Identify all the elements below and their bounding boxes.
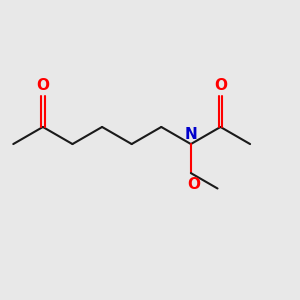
- Text: O: O: [214, 78, 227, 93]
- Text: O: O: [36, 78, 50, 93]
- Text: N: N: [184, 127, 197, 142]
- Text: O: O: [187, 177, 200, 192]
